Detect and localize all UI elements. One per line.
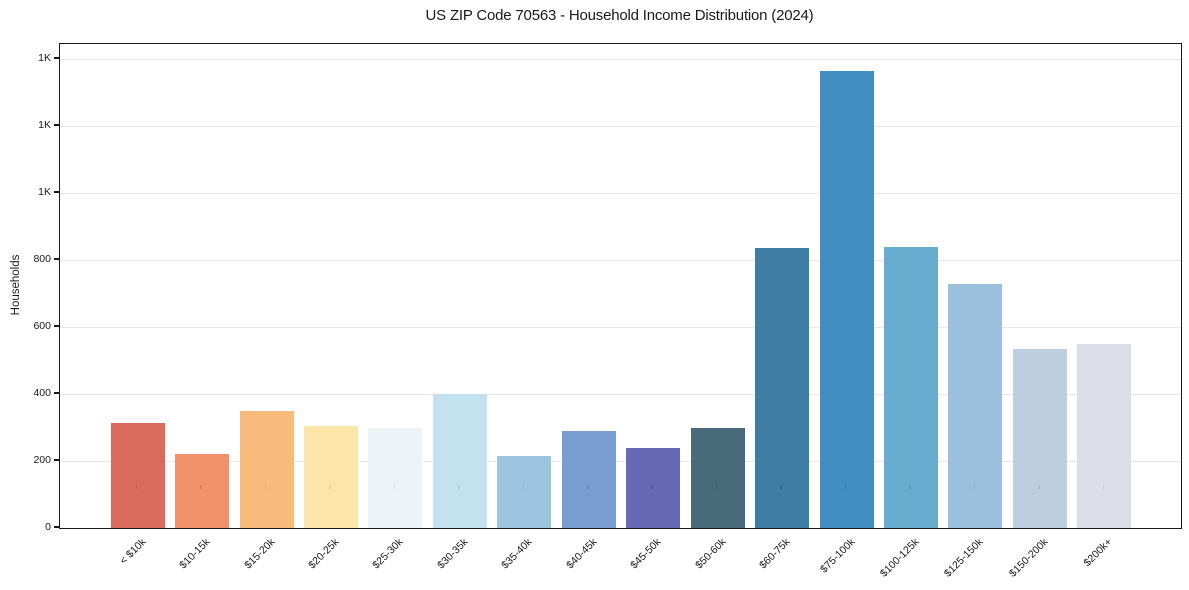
y-tick-label: 200	[33, 454, 51, 466]
x-tick-label: $35-40k	[499, 536, 535, 572]
y-tick-label: 1K	[38, 52, 51, 65]
bar	[883, 246, 938, 528]
x-tick-label: $20-25k	[306, 536, 342, 572]
x-tick-label: $50-60k	[692, 536, 729, 572]
x-tick-label: < $10k	[117, 536, 149, 567]
bar	[819, 70, 874, 528]
bar	[175, 454, 230, 528]
x-tick-label: $40-45k	[563, 536, 600, 572]
x-tick-label: $10-15k	[177, 536, 213, 572]
gridline	[60, 259, 1181, 261]
x-tick-label: $150-200k	[1006, 536, 1051, 580]
bar	[1012, 348, 1067, 528]
bar	[239, 410, 294, 528]
chart-title: US ZIP Code 70563 - Household Income Dis…	[425, 7, 814, 24]
x-tick-label: $200k+	[1081, 536, 1115, 570]
y-tick-label: 800	[33, 253, 51, 266]
y-tick-label: 1K	[38, 119, 51, 132]
bar	[432, 394, 487, 528]
bar	[497, 456, 552, 528]
gridline	[60, 125, 1181, 127]
x-tick-label: $125-150k	[942, 536, 986, 580]
x-tick-label: $30-35k	[435, 536, 471, 572]
gridline	[60, 192, 1181, 194]
y-tick-label: 600	[33, 320, 51, 333]
gridline	[60, 58, 1181, 60]
y-tick-label: 1K	[38, 186, 51, 199]
gridline	[60, 460, 1181, 462]
y-tick-label: 400	[33, 387, 51, 400]
x-tick-label: $60-75k	[757, 536, 793, 572]
gridline	[60, 393, 1181, 395]
x-tick-label: $75-100k	[817, 536, 858, 576]
gridline	[60, 326, 1181, 328]
x-tick-label: $15-20k	[241, 536, 278, 572]
bar	[755, 248, 810, 528]
y-tick-label: 0	[45, 521, 51, 533]
y-axis-label: Households	[10, 254, 22, 316]
bar	[110, 422, 165, 528]
x-tick-label: $45-50k	[628, 536, 664, 572]
bar	[368, 427, 423, 528]
bar	[1077, 343, 1132, 528]
bar	[561, 430, 616, 528]
plot-area	[59, 43, 1182, 529]
x-tick-label: $100-125k	[877, 536, 922, 580]
bar	[626, 447, 681, 528]
bar	[948, 283, 1003, 528]
bar	[690, 427, 745, 528]
x-tick-label: $25-30k	[370, 536, 406, 572]
bar	[304, 425, 359, 528]
